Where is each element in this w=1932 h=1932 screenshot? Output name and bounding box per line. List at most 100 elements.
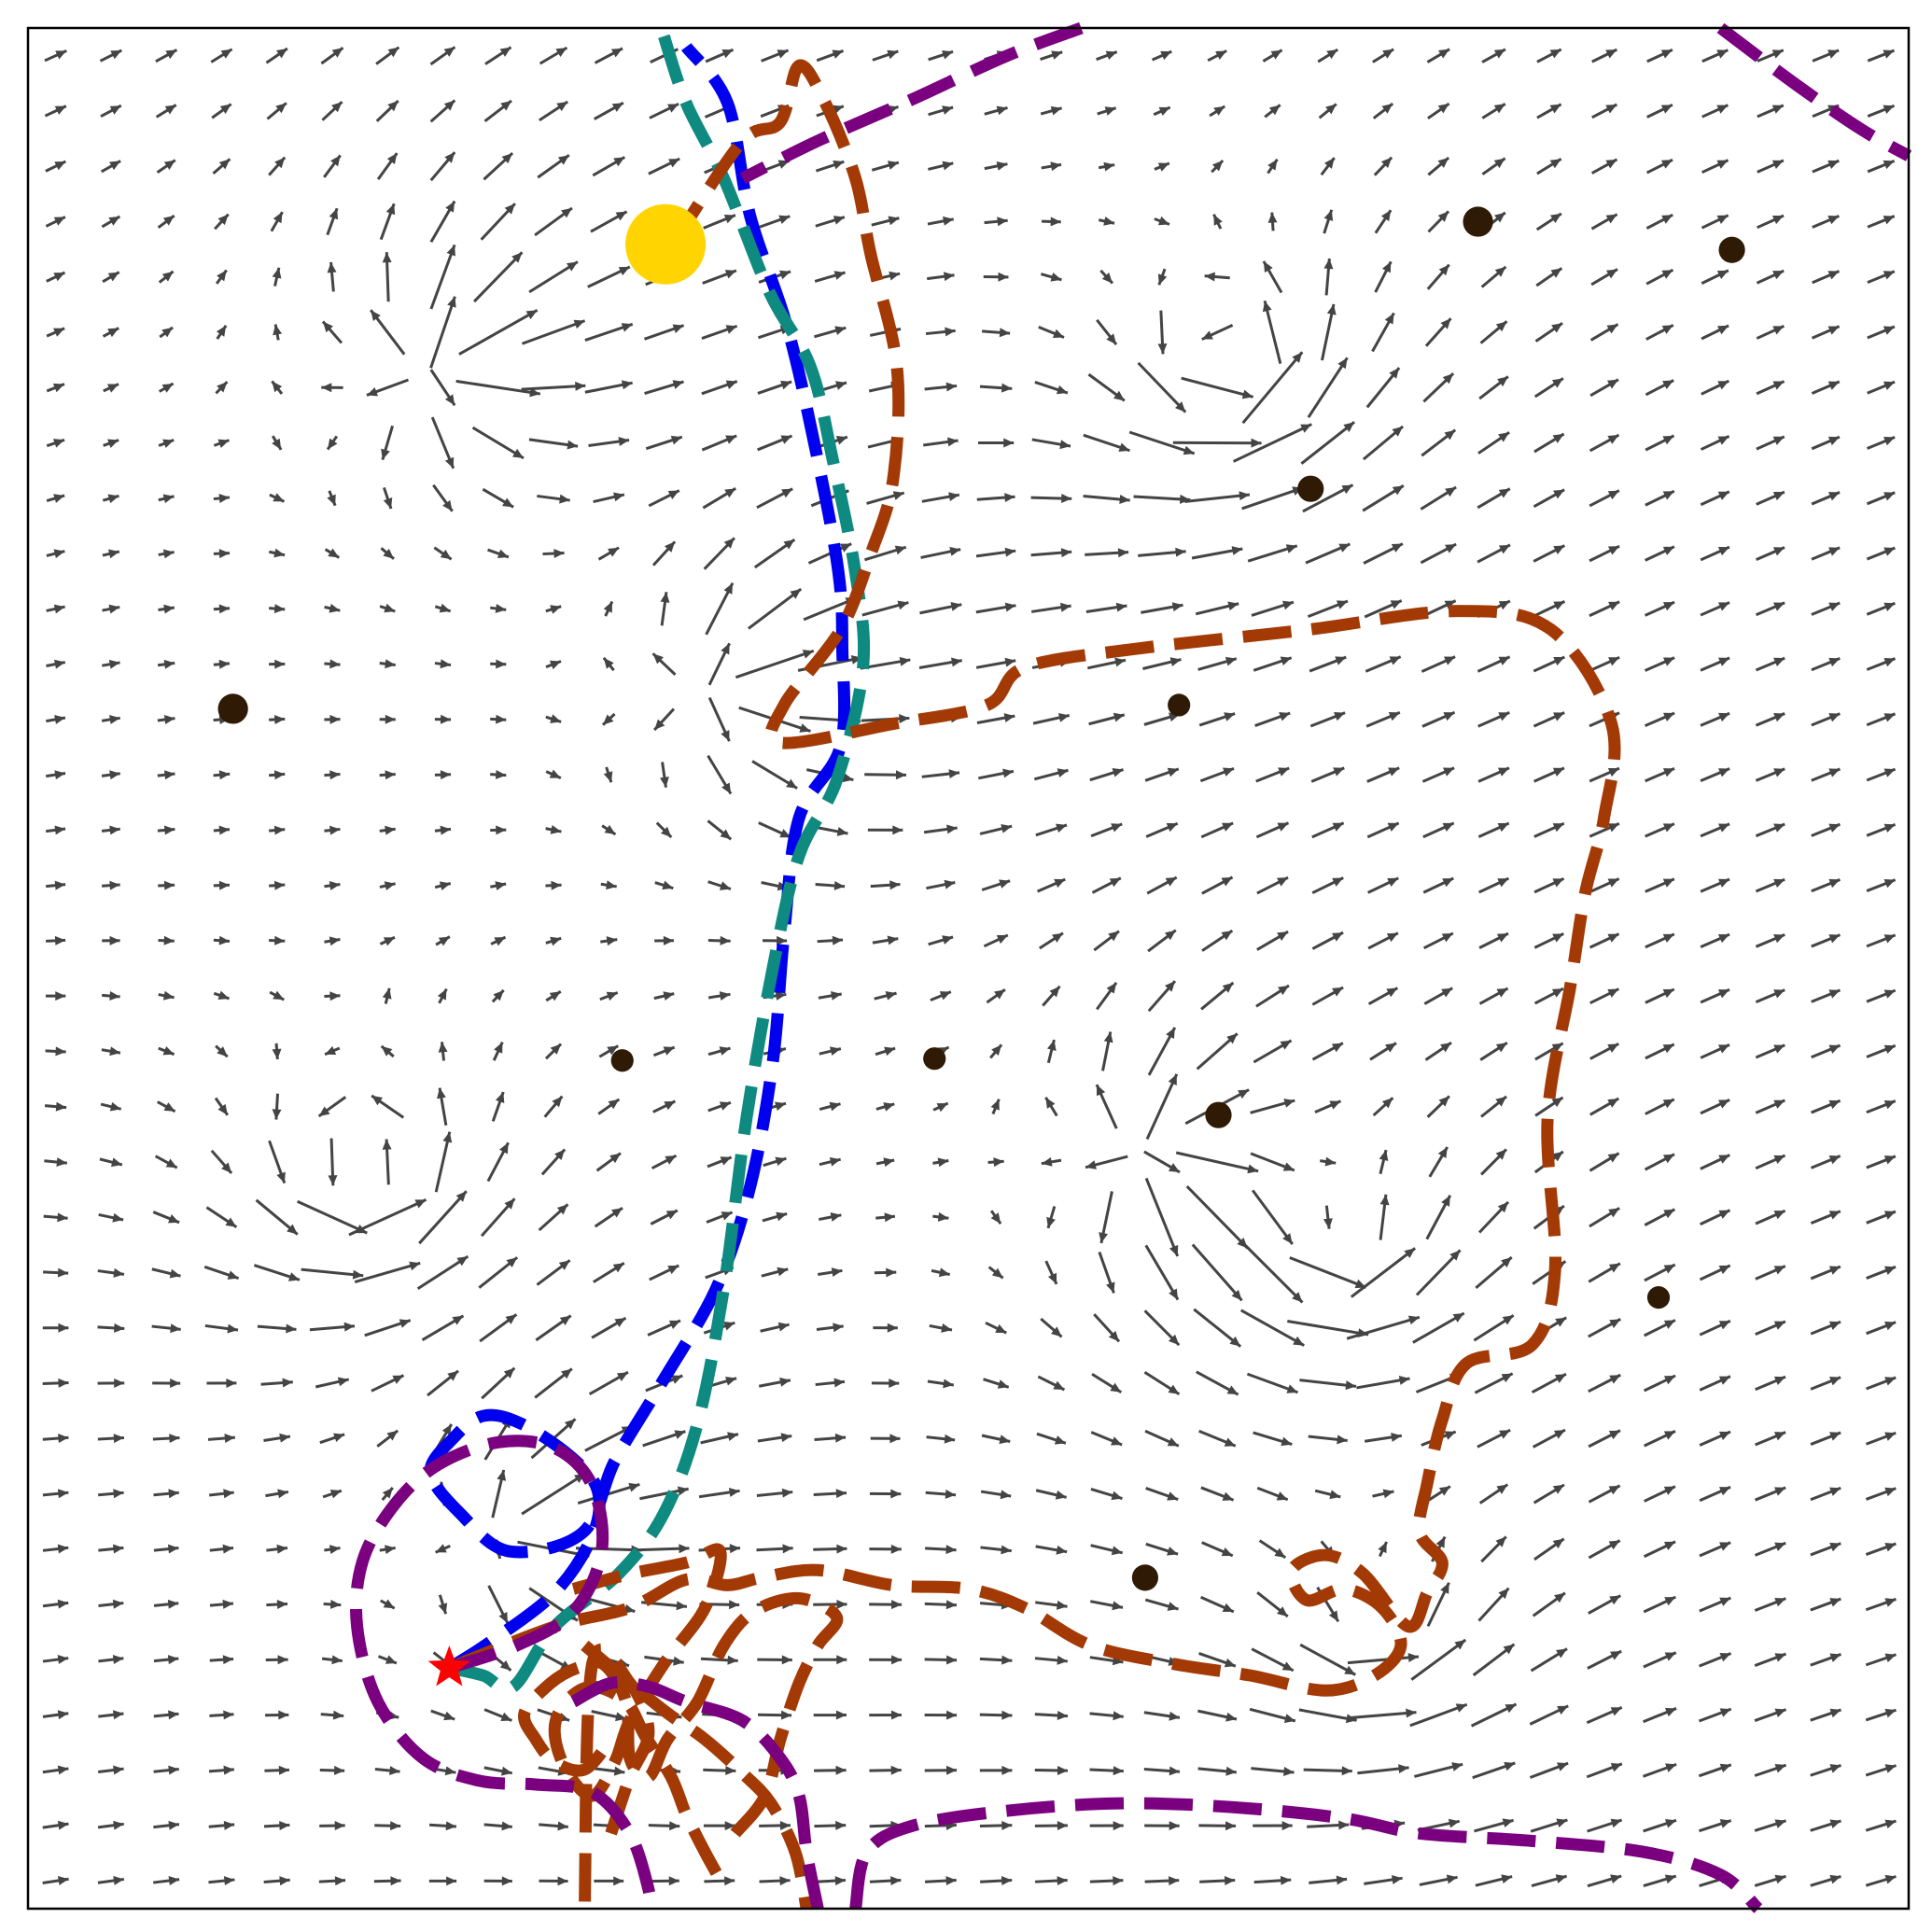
field-arrow [1153, 105, 1171, 117]
field-arrow [923, 437, 959, 447]
field-arrow [324, 825, 341, 835]
field-arrow [213, 825, 231, 835]
field-arrow [42, 1820, 69, 1830]
field-arrow [1643, 1595, 1676, 1614]
arrow-head [663, 935, 674, 945]
field-arrow [318, 1876, 346, 1886]
field-arrow [416, 1254, 469, 1291]
field-arrow [324, 880, 341, 890]
field-arrow [757, 434, 793, 452]
field-arrow [1196, 1370, 1239, 1396]
field-arrow [1246, 1372, 1298, 1394]
arrow-head [107, 328, 119, 338]
field-arrow [924, 382, 958, 392]
field-arrow [584, 380, 633, 394]
field-arrow [213, 659, 231, 669]
field-arrow [1145, 1073, 1179, 1141]
arrow-head [1499, 1430, 1511, 1439]
arrow-head [1663, 1320, 1675, 1329]
field-arrow [1034, 380, 1069, 395]
arrow-head [217, 270, 227, 282]
arrow-head [385, 825, 396, 835]
arrow-head [1391, 1432, 1402, 1442]
arrow-head [272, 438, 282, 450]
arrow-head [1662, 1099, 1674, 1109]
arrow-head [504, 203, 515, 215]
field-arrow [1144, 1429, 1180, 1448]
field-arrow [1090, 1431, 1123, 1447]
arrow-head [322, 321, 333, 333]
field-arrow [1866, 546, 1896, 561]
field-arrow [1755, 712, 1785, 727]
field-arrow [269, 990, 285, 1001]
field-arrow [102, 604, 120, 614]
field-arrow [816, 1323, 844, 1333]
arrow-head [328, 548, 340, 558]
field-arrow [429, 200, 456, 244]
arrow-head [107, 272, 119, 282]
arrow-head [1884, 1819, 1897, 1829]
field-arrow [1588, 1373, 1621, 1393]
field-arrow [1310, 766, 1345, 783]
arrow-head [1884, 1432, 1897, 1441]
field-arrow [1699, 1264, 1731, 1281]
field-arrow [1588, 1539, 1621, 1560]
arrow-head [995, 1323, 1007, 1334]
arrow-head [113, 1820, 124, 1830]
arrow-head [1773, 602, 1785, 611]
arrow-head [1171, 602, 1183, 612]
field-arrow [1701, 269, 1729, 285]
arrow-head [223, 1820, 235, 1830]
field-arrow [44, 1157, 68, 1168]
arrow-head [113, 1875, 124, 1885]
field-arrow [813, 1489, 847, 1499]
trajectory-rust [446, 59, 1621, 1697]
field-arrow [1591, 103, 1618, 119]
arrow-head [384, 881, 396, 891]
field-arrow [1755, 1209, 1786, 1225]
field-arrow [928, 49, 954, 62]
arrow-head [385, 659, 396, 669]
arrow-head [1608, 1430, 1620, 1440]
field-arrow [483, 1708, 512, 1722]
field-arrow [1314, 1489, 1341, 1500]
field-arrow [654, 880, 674, 890]
arrow-head [504, 1198, 515, 1210]
arrow-head [57, 1765, 69, 1775]
field-arrow [581, 1596, 636, 1614]
field-arrow [542, 548, 565, 558]
field-arrow [1046, 1039, 1057, 1064]
arrow-head [1201, 330, 1213, 340]
field-arrow [1477, 1200, 1510, 1234]
field-arrow [1810, 1653, 1841, 1667]
field-arrow [1646, 103, 1673, 119]
arrow-head [1552, 767, 1564, 777]
arrow-head [1662, 491, 1674, 500]
arrow-head [1381, 261, 1392, 273]
arrow-head [1771, 105, 1784, 114]
field-arrow [1365, 367, 1401, 409]
arrow-head [1828, 989, 1841, 999]
arrow-head [217, 990, 230, 1001]
field-arrow [874, 990, 897, 1001]
arrow-head [1445, 544, 1457, 553]
field-arrow [1811, 1043, 1841, 1059]
arrow-head [1224, 1658, 1236, 1668]
arrow-head [1772, 491, 1785, 501]
field-arrow [975, 602, 1016, 614]
arrow-head [1239, 491, 1250, 501]
field-arrow [528, 438, 579, 450]
field-arrow [371, 1374, 405, 1393]
arrow-head [1280, 656, 1292, 665]
arrow-head [1225, 1821, 1237, 1831]
field-arrow [1755, 656, 1785, 672]
arrow-head [1379, 1194, 1390, 1206]
arrow-head [721, 1211, 733, 1221]
arrow-head [1717, 1044, 1730, 1054]
arrow-head [1663, 1486, 1675, 1495]
field-arrow [648, 1821, 680, 1831]
arrow-head [1114, 657, 1127, 667]
arrow-head [222, 1544, 234, 1554]
arrow-head [1168, 1384, 1180, 1394]
arrow-head [286, 1323, 297, 1334]
